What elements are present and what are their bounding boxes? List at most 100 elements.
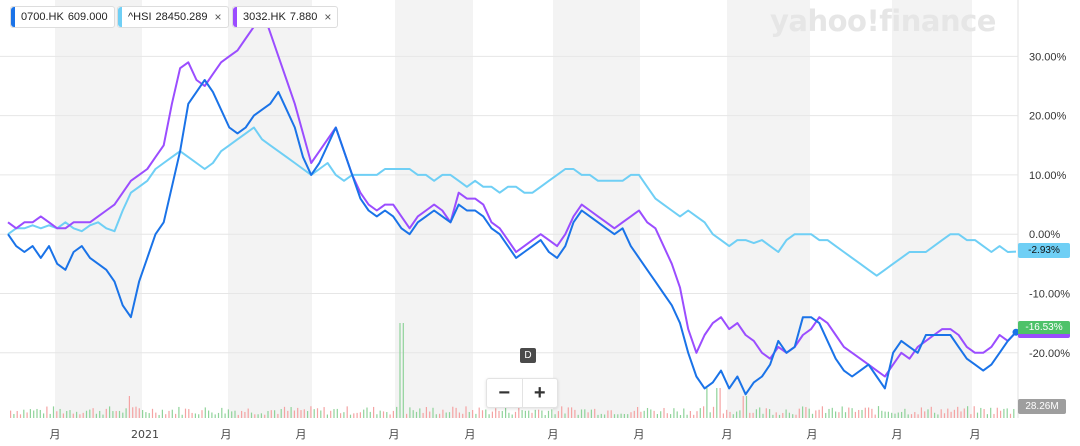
volume-bar — [458, 412, 460, 418]
volume-bar — [580, 409, 583, 418]
x-tick-label: 月 — [296, 428, 307, 441]
volume-bar — [181, 414, 183, 418]
volume-bar — [788, 412, 790, 418]
period-band — [727, 0, 810, 418]
x-tick-label: 月 — [548, 428, 559, 441]
volume-bar — [161, 409, 163, 418]
volume-bar — [366, 407, 368, 418]
volume-bar — [894, 413, 896, 418]
volume-bar — [254, 414, 256, 418]
zoom-out-button[interactable]: − — [487, 379, 523, 407]
0700-last-value-badge: -16.53% — [1018, 321, 1070, 338]
volume-bar — [831, 407, 833, 418]
volume-bar — [914, 412, 916, 418]
volume-bar — [495, 408, 497, 418]
volume-bar — [821, 406, 823, 418]
volume-bar — [29, 409, 31, 418]
volume-bar — [643, 410, 645, 418]
volume-bar — [264, 414, 266, 418]
volume-bar — [716, 388, 718, 418]
volume-bar — [445, 412, 447, 418]
volume-bar — [234, 410, 236, 418]
volume-bar — [650, 409, 652, 418]
y-tick-label: 30.00% — [1029, 51, 1067, 63]
zoom-in-button[interactable]: + — [533, 381, 546, 404]
volume-bar — [287, 410, 289, 418]
volume-bar — [983, 409, 985, 418]
volume-bar — [640, 411, 642, 418]
volume-bar — [996, 407, 998, 418]
volume-bar — [963, 408, 965, 418]
volume-bar — [435, 414, 437, 418]
volume-bar — [227, 409, 229, 418]
volume-bar — [409, 407, 411, 418]
volume-bar — [244, 411, 246, 418]
volume-bar — [247, 408, 249, 418]
series-line-0700 — [7, 79, 1017, 396]
volume-bar — [986, 414, 988, 418]
volume-bar — [118, 410, 121, 418]
volume-bar — [346, 406, 348, 418]
volume-bar — [333, 409, 335, 418]
volume-bar — [623, 413, 625, 418]
volume-bar — [76, 411, 78, 418]
legend-chip-3032[interactable]: 3032.HK 7.880 × — [232, 6, 339, 28]
volume-bar — [960, 411, 962, 418]
volume-bar — [462, 413, 464, 418]
volume-bar — [805, 407, 807, 418]
volume-bar — [881, 410, 883, 418]
volume-bar — [934, 412, 936, 418]
volume-bar — [594, 408, 596, 418]
volume-bar — [901, 411, 903, 418]
volume-bar — [755, 409, 757, 418]
volume-bar — [752, 412, 754, 418]
volume-bar — [633, 410, 635, 418]
volume-bar — [795, 414, 797, 418]
volume-bar — [43, 413, 45, 418]
legend-chip-0700[interactable]: 0700.HK 609.000 — [10, 6, 115, 28]
volume-bar — [310, 406, 312, 418]
volume-bar — [138, 408, 140, 418]
legend-chip-hsi[interactable]: ^HSI 28450.289 × — [117, 6, 229, 28]
volume-bar — [452, 406, 454, 418]
volume-bar — [359, 412, 361, 418]
volume-bar — [508, 412, 510, 418]
volume-bar — [617, 414, 619, 418]
volume-bar — [765, 408, 767, 418]
volume-bar — [214, 414, 216, 418]
volume-bar — [313, 409, 315, 418]
volume-bar — [270, 410, 272, 418]
volume-bar — [297, 407, 299, 418]
volume-bars — [10, 323, 1015, 418]
volume-bar — [844, 412, 847, 418]
volume-bar — [406, 413, 408, 418]
volume-bar — [442, 409, 444, 418]
volume-bar — [818, 409, 820, 418]
x-tick-label: 月 — [892, 428, 903, 441]
volume-bar — [491, 411, 493, 418]
volume-bar — [656, 414, 658, 418]
volume-bar — [544, 414, 546, 418]
volume-bar — [168, 410, 170, 418]
volume-bar — [670, 414, 672, 418]
volume-bar — [808, 408, 810, 418]
series-line-3032 — [7, 7, 1017, 378]
volume-bar — [231, 411, 233, 418]
volume-bar — [363, 409, 365, 418]
gridlines — [0, 55, 1018, 354]
volume-bar — [736, 411, 738, 418]
volume-bar — [69, 410, 71, 418]
close-icon[interactable]: × — [214, 10, 222, 24]
volume-bar — [155, 412, 157, 418]
volume-bar — [1013, 408, 1015, 418]
volume-bar — [940, 409, 942, 418]
close-icon[interactable]: × — [324, 10, 332, 24]
volume-bar — [122, 412, 124, 418]
volume-bar — [109, 406, 111, 418]
volume-bar — [290, 407, 292, 418]
volume-bar — [571, 407, 573, 418]
volume-bar — [778, 414, 781, 418]
dividend-event-marker[interactable]: D — [520, 348, 536, 363]
volume-bar — [528, 410, 530, 418]
volume-bar — [577, 414, 579, 418]
